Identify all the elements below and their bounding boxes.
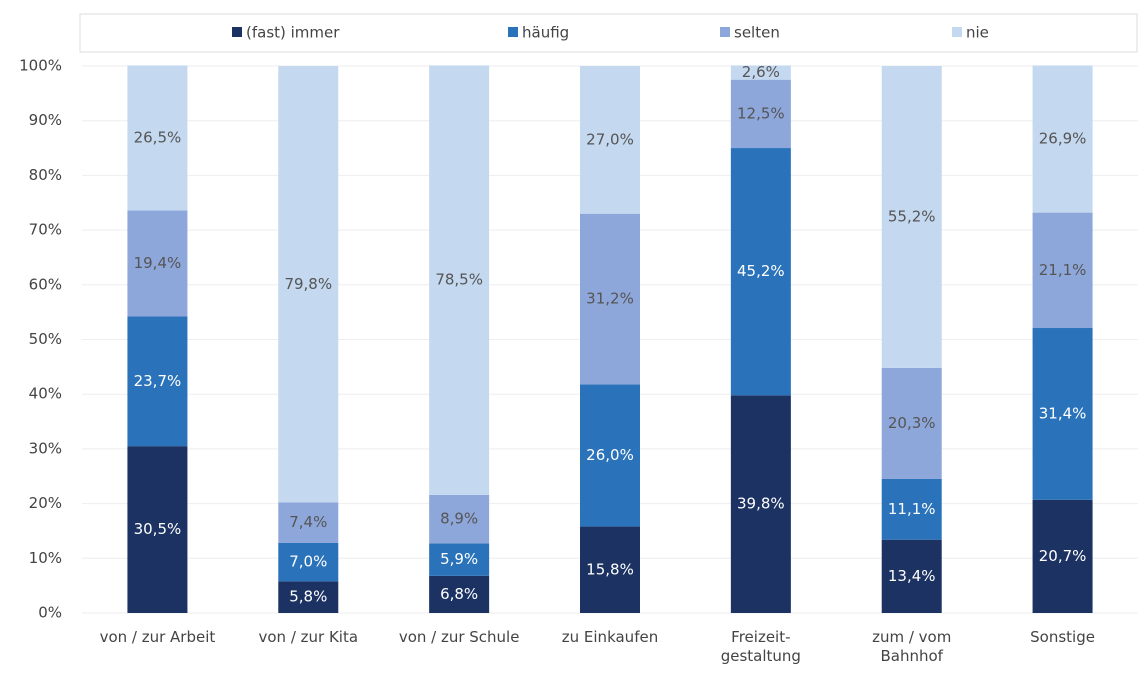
bar-segment xyxy=(580,526,640,613)
data-label: 30,5% xyxy=(134,520,182,538)
bar-segment xyxy=(429,543,490,576)
bar-segment xyxy=(730,65,791,80)
data-label: 6,8% xyxy=(440,585,478,603)
data-label: 19,4% xyxy=(134,254,182,272)
data-label: 39,8% xyxy=(737,495,785,513)
x-tick-label: Sonstige xyxy=(1030,628,1095,646)
data-label: 45,2% xyxy=(737,262,785,280)
data-label: 15,8% xyxy=(586,560,634,578)
data-label: 23,7% xyxy=(134,372,182,390)
data-label: 5,8% xyxy=(289,588,327,606)
legend-swatch xyxy=(232,27,242,37)
bar-segment xyxy=(429,494,490,544)
data-label: 79,8% xyxy=(284,275,332,293)
data-label: 20,3% xyxy=(888,414,936,432)
data-label: 8,9% xyxy=(440,510,478,528)
data-label: 27,0% xyxy=(586,130,634,148)
bar-segment xyxy=(127,210,188,317)
y-tick-label: 40% xyxy=(29,385,62,403)
bar-segment xyxy=(1032,65,1093,213)
x-tick-label: zu Einkaufen xyxy=(561,628,659,646)
legend-label: nie xyxy=(966,24,989,42)
y-tick-label: 30% xyxy=(29,439,62,457)
bar-segment xyxy=(730,148,791,396)
bar-segment xyxy=(278,581,339,613)
y-tick-label: 10% xyxy=(29,549,62,567)
data-label: 26,9% xyxy=(1039,130,1087,148)
bar-segment xyxy=(881,478,942,540)
data-label: 7,0% xyxy=(289,553,327,571)
data-label: 21,1% xyxy=(1039,261,1087,279)
x-tick-label: zum / vom Bahnhof xyxy=(872,628,952,665)
legend-label: (fast) immer xyxy=(246,24,340,42)
data-label: 12,5% xyxy=(737,104,785,122)
y-tick-label: 20% xyxy=(29,494,62,512)
y-tick-label: 50% xyxy=(29,330,62,348)
data-label: 7,4% xyxy=(289,513,327,531)
data-label: 31,2% xyxy=(586,290,634,308)
bar-segment xyxy=(881,66,942,368)
legend-swatch xyxy=(720,27,730,37)
legend-swatch xyxy=(508,27,518,37)
bar-segment xyxy=(580,66,640,214)
data-label: 55,2% xyxy=(888,207,936,225)
bar-segment xyxy=(278,542,339,582)
data-label: 78,5% xyxy=(435,271,483,289)
bar-segment xyxy=(127,65,188,211)
bar-segment xyxy=(127,446,188,613)
legend-swatch xyxy=(952,27,962,37)
x-tick-label: von / zur Arbeit xyxy=(99,628,216,646)
y-tick-label: 70% xyxy=(29,221,62,239)
y-tick-label: 100% xyxy=(19,57,62,75)
data-label: 13,4% xyxy=(888,567,936,585)
x-tick-label: von / zur Kita xyxy=(258,628,359,646)
data-label: 11,1% xyxy=(888,500,936,518)
data-label: 26,0% xyxy=(586,446,634,464)
legend-label: selten xyxy=(734,24,780,42)
y-tick-label: 80% xyxy=(29,166,62,184)
bar-segment xyxy=(1032,212,1093,329)
data-label: 2,6% xyxy=(742,63,780,81)
bar-segment xyxy=(580,384,640,527)
bar-segment xyxy=(429,575,490,613)
y-tick-label: 60% xyxy=(29,275,62,293)
bar-segment xyxy=(278,502,339,543)
x-tick-label: Freizeit- gestaltung xyxy=(720,628,801,665)
data-label: 31,4% xyxy=(1039,404,1087,422)
bar-segment xyxy=(580,213,640,385)
y-tick-label: 0% xyxy=(38,604,62,622)
bar-segment xyxy=(1032,328,1093,500)
bar-segment xyxy=(881,367,942,479)
data-label: 5,9% xyxy=(440,550,478,568)
bar-segment xyxy=(730,395,791,613)
x-tick-label: von / zur Schule xyxy=(398,628,520,646)
bar-segment xyxy=(429,65,490,495)
bar-segment xyxy=(1032,499,1093,613)
bar-segment xyxy=(127,316,188,447)
data-label: 20,7% xyxy=(1039,547,1087,565)
y-tick-label: 90% xyxy=(29,111,62,129)
bar-segment xyxy=(730,79,791,149)
bar-segment xyxy=(278,66,339,503)
legend-label: häufig xyxy=(522,24,569,42)
bar-segment xyxy=(881,539,942,613)
data-label: 26,5% xyxy=(134,128,182,146)
